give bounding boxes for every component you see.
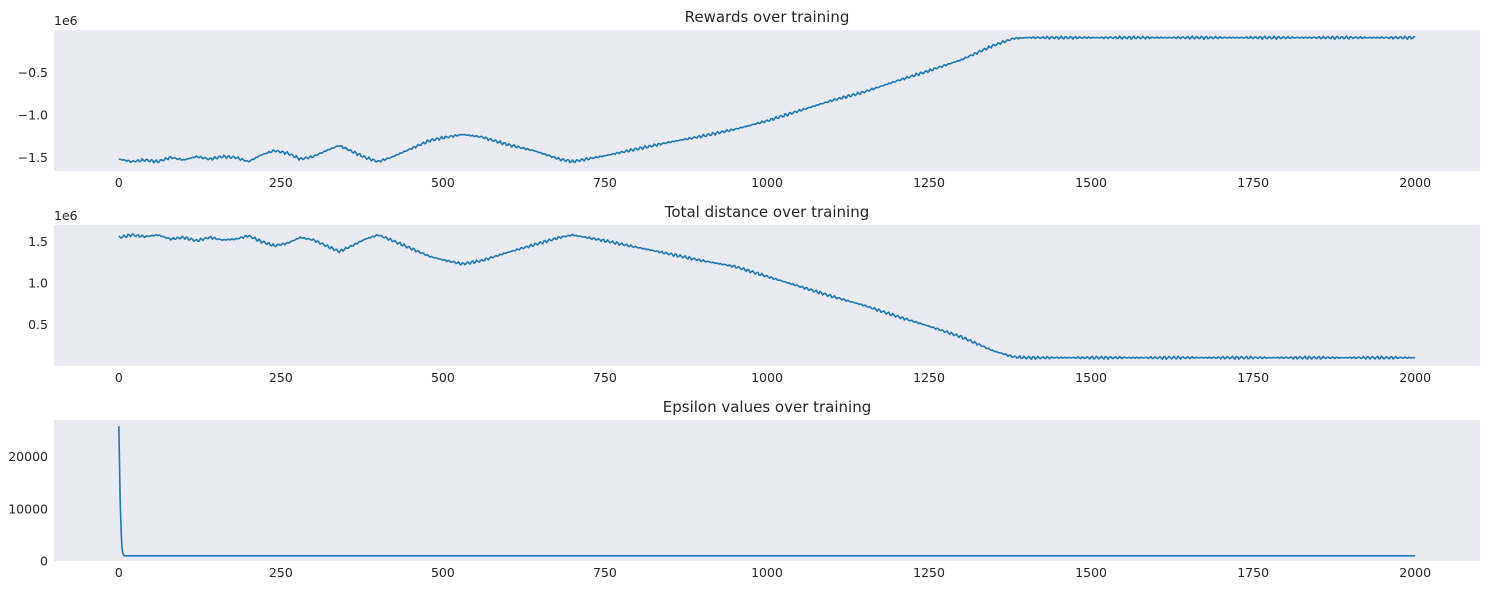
epsilon-x-tick-label: 250 [269,565,293,580]
distance-y-ticks: 0.5 1.0 1.5 [28,234,48,332]
epsilon-x-tick-label: 500 [431,565,455,580]
epsilon-x-tick-label: 1750 [1237,565,1269,580]
distance-x-tick-label: 1000 [751,370,783,385]
rewards-x-tick-label: 1000 [751,175,783,190]
epsilon-title: Epsilon values over training [663,398,871,416]
distance-y-tick-label: 1.5 [28,234,48,249]
rewards-y-ticks: −1.5 −1.0 −0.5 [18,65,48,165]
distance-chart: Total distance over training 1e6 0.5 1.0 1… [28,203,1480,385]
distance-x-tick-label: 2000 [1399,370,1431,385]
distance-x-tick-label: 1250 [913,370,945,385]
epsilon-y-tick-label: 20000 [8,449,48,464]
distance-x-tick-label: 250 [269,370,293,385]
epsilon-y-tick-label: 0 [40,554,48,569]
distance-y-tick-label: 0.5 [28,317,48,332]
rewards-y-tick-label: −0.5 [18,65,48,80]
rewards-y-tick-label: −1.5 [18,150,48,165]
rewards-x-tick-label: 0 [115,175,123,190]
epsilon-y-tick-label: 10000 [8,501,48,516]
distance-x-ticks: 0 250 500 750 1000 1250 1500 1750 2000 [115,370,1431,385]
distance-x-tick-label: 500 [431,370,455,385]
distance-x-tick-label: 1500 [1075,370,1107,385]
epsilon-x-tick-label: 750 [593,565,617,580]
rewards-x-tick-label: 2000 [1399,175,1431,190]
rewards-x-ticks: 0 250 500 750 1000 1250 1500 1750 2000 [115,175,1431,190]
epsilon-x-tick-label: 2000 [1399,565,1431,580]
epsilon-x-tick-label: 1000 [751,565,783,580]
rewards-y-tick-label: −1.0 [18,107,48,122]
epsilon-plot-area [54,420,1480,561]
rewards-x-tick-label: 1750 [1237,175,1269,190]
rewards-x-tick-label: 500 [431,175,455,190]
epsilon-y-ticks: 0 10000 20000 [8,449,48,568]
distance-x-tick-label: 750 [593,370,617,385]
epsilon-x-tick-label: 0 [115,565,123,580]
distance-title: Total distance over training [664,203,869,221]
distance-offset-text: 1e6 [54,208,78,223]
epsilon-x-tick-label: 1250 [913,565,945,580]
rewards-x-tick-label: 1500 [1075,175,1107,190]
distance-x-tick-label: 1750 [1237,370,1269,385]
epsilon-chart: Epsilon values over training 01000020000… [8,398,1480,580]
rewards-title: Rewards over training [685,8,850,26]
rewards-series-line [118,35,1416,164]
distance-series-line [118,233,1416,360]
epsilon-x-tick-label: 1500 [1075,565,1107,580]
distance-plot-area [54,225,1480,366]
rewards-offset-text: 1e6 [54,13,78,28]
rewards-x-tick-label: 250 [269,175,293,190]
distance-y-tick-label: 1.0 [28,276,48,291]
rewards-x-tick-label: 750 [593,175,617,190]
rewards-chart: Rewards over training 1e6 −1.5 −1.0 −0.5 0… [18,8,1480,190]
epsilon-x-ticks: 0 250 500 750 1000 1250 1500 1750 2000 [115,565,1431,580]
epsilon-series-line [118,426,1416,557]
distance-x-tick-label: 0 [115,370,123,385]
rewards-x-tick-label: 1250 [913,175,945,190]
rewards-plot-area [54,30,1480,171]
